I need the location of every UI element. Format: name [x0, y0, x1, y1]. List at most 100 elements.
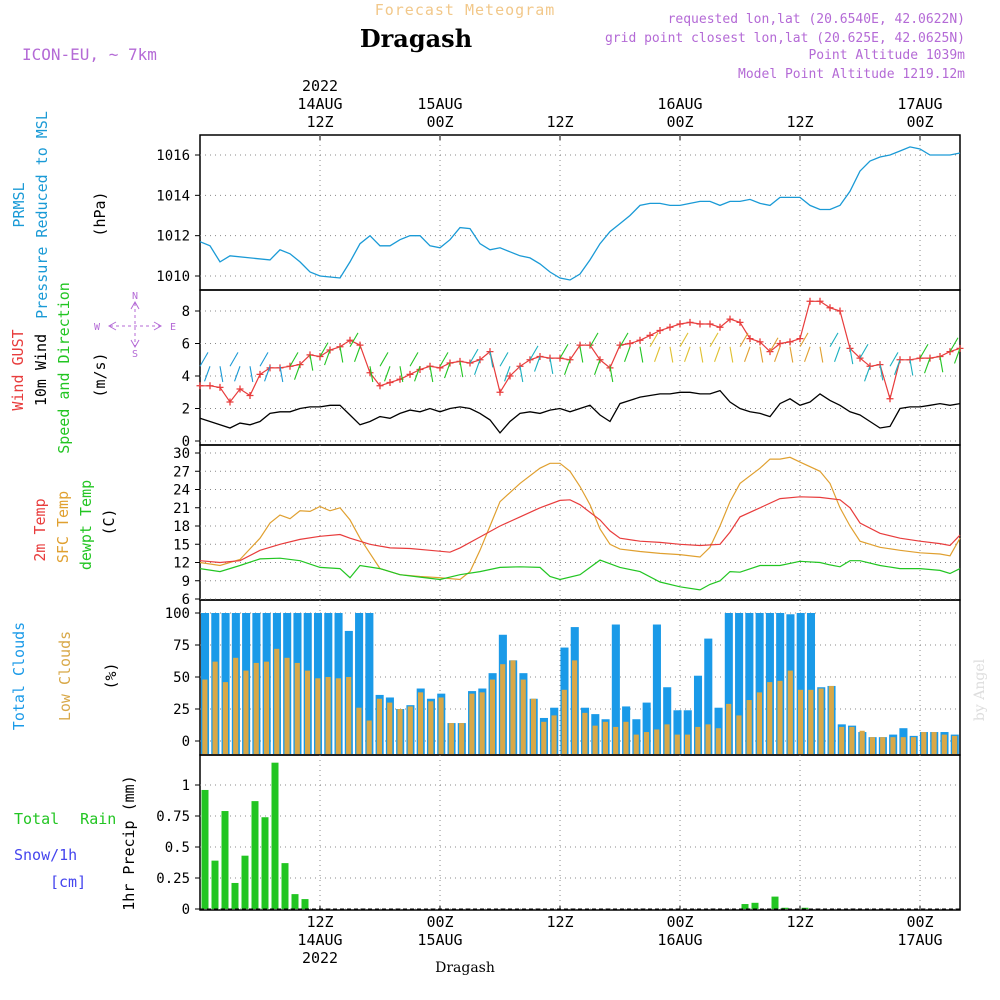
clouds-y-tick-label: 100 [165, 606, 190, 622]
watermark: by Angel [972, 658, 988, 721]
wind-direction-arrow-icon [379, 352, 389, 367]
gridlines [195, 135, 960, 910]
temp2m-line [199, 496, 961, 564]
wind-y-tick-label: 6 [182, 337, 190, 353]
low-cloud-bar [952, 735, 958, 754]
low-cloud-bar [325, 677, 331, 754]
low-cloud-bar [376, 698, 383, 754]
rain-bar [211, 860, 219, 909]
low-cloud-bar [294, 662, 300, 754]
wind-y-tick-label: 0 [182, 434, 190, 450]
wind-labels: Wind GUST 10m Wind Speed and Direction (… [9, 282, 176, 454]
time-tick-label: 14AUG [297, 931, 342, 949]
low-cloud-bar [685, 734, 691, 754]
wind-direction-arrow-icon [829, 332, 839, 348]
wind-direction-arrow-icon [924, 357, 931, 374]
clouds-y-tick-label: 50 [173, 670, 190, 686]
time-tick-label: 12Z [306, 113, 333, 131]
wind-direction-arrow-icon [279, 366, 284, 383]
clouds-y-tick-label: 75 [173, 638, 190, 654]
wind-direction-arrow-icon [619, 332, 629, 348]
low-cloud-bar [233, 657, 239, 754]
time-tick-label: 17AUG [897, 931, 942, 949]
rain-bar [241, 855, 249, 909]
total-cloud-bar [735, 613, 744, 754]
wind-direction-arrow-icon [319, 342, 329, 357]
compass-w: W [94, 322, 101, 333]
model-label: ICON-EU, ~ 7km [22, 45, 157, 64]
low-cloud-bar [561, 689, 567, 754]
wind-direction-arrow-icon [909, 359, 914, 376]
wind-direction-arrow-icon [744, 346, 751, 362]
compass-arrows-icon [107, 300, 163, 349]
wind-direction-arrow-icon [739, 332, 749, 348]
wind-direction-arrow-icon [429, 366, 434, 383]
gust-marker [216, 383, 224, 391]
low-cloud-bar [335, 678, 341, 754]
total-cloud-bar [755, 613, 764, 754]
rain-bar [261, 817, 269, 909]
low-cloud-bar [263, 661, 270, 754]
wind-direction-arrow-icon [624, 346, 631, 362]
gust-marker [736, 318, 744, 326]
wind-direction-arrow-icon [414, 366, 421, 382]
gust-marker [636, 336, 644, 344]
gust-marker [676, 320, 684, 328]
low-cloud-bar [356, 707, 362, 754]
location-title: Dragash [360, 24, 472, 53]
wind-speed-line [199, 389, 961, 434]
compass-e: E [170, 322, 176, 333]
precipitation-y-tick-label: 0 [182, 902, 190, 918]
rain-label: Total Rain [14, 810, 116, 828]
wind-direction-arrow-icon [384, 366, 391, 382]
gust-marker [696, 320, 704, 328]
wind-direction-arrow-icon [919, 343, 929, 359]
low-cloud-bar [808, 689, 814, 754]
temp-labels: 2m Temp SFC Temp dewpt Temp (C) [31, 480, 118, 570]
low-cloud-bar [859, 730, 865, 754]
total-cloud-bar [663, 687, 672, 754]
wind-direction-arrow-icon [534, 356, 541, 372]
wind-direction-arrow-icon [294, 364, 301, 380]
gust-marker [756, 338, 764, 346]
wind-direction-arrow-icon [249, 366, 254, 383]
low-cloud-bar [202, 679, 208, 754]
prmsl-label: PRMSL [10, 182, 28, 227]
rain-bar [291, 894, 299, 909]
rain-bar [781, 907, 789, 909]
low-cloud-bar [438, 697, 444, 754]
low-cloud-bar [428, 701, 434, 754]
low-cloud-bar [910, 737, 917, 754]
low-cloud-bar [479, 692, 485, 754]
wind-direction-arrow-icon [589, 332, 599, 348]
gust-marker [616, 341, 624, 349]
time-tick-label: 16AUG [657, 931, 702, 949]
low-cloud-bar [602, 721, 608, 754]
gust-marker [256, 370, 264, 378]
rain-bar [271, 762, 279, 909]
temperature-y-tick-label: 12 [173, 556, 190, 572]
low-cloud-bar [726, 703, 732, 754]
time-tick-label: 12Z [546, 913, 573, 931]
low-cloud-bar [633, 734, 639, 754]
gust-marker [626, 340, 634, 347]
low-cloud-bar [880, 737, 886, 754]
gust-marker [836, 307, 844, 315]
time-tick-label: 00Z [906, 113, 933, 131]
time-tick-label: 12Z [306, 913, 333, 931]
wind-direction-arrow-icon [864, 366, 871, 382]
wind-direction-arrow-icon [559, 343, 569, 359]
low-cloud-bar [366, 720, 372, 754]
wind-direction-arrow-icon [889, 352, 899, 367]
wind-direction-arrow-icon [199, 352, 209, 367]
temperature-y-tick-label: 6 [182, 592, 190, 608]
prmsl-desc: Pressure Reduced to MSL [33, 111, 51, 319]
gust-marker [666, 323, 674, 331]
low-cloud-bar [818, 688, 824, 754]
low-cloud-bar [274, 648, 280, 754]
low-cloud-bar [489, 679, 496, 754]
gust-marker [806, 297, 814, 305]
wind-y-tick-label: 2 [182, 402, 190, 418]
snow-unit: [cm] [50, 873, 86, 891]
